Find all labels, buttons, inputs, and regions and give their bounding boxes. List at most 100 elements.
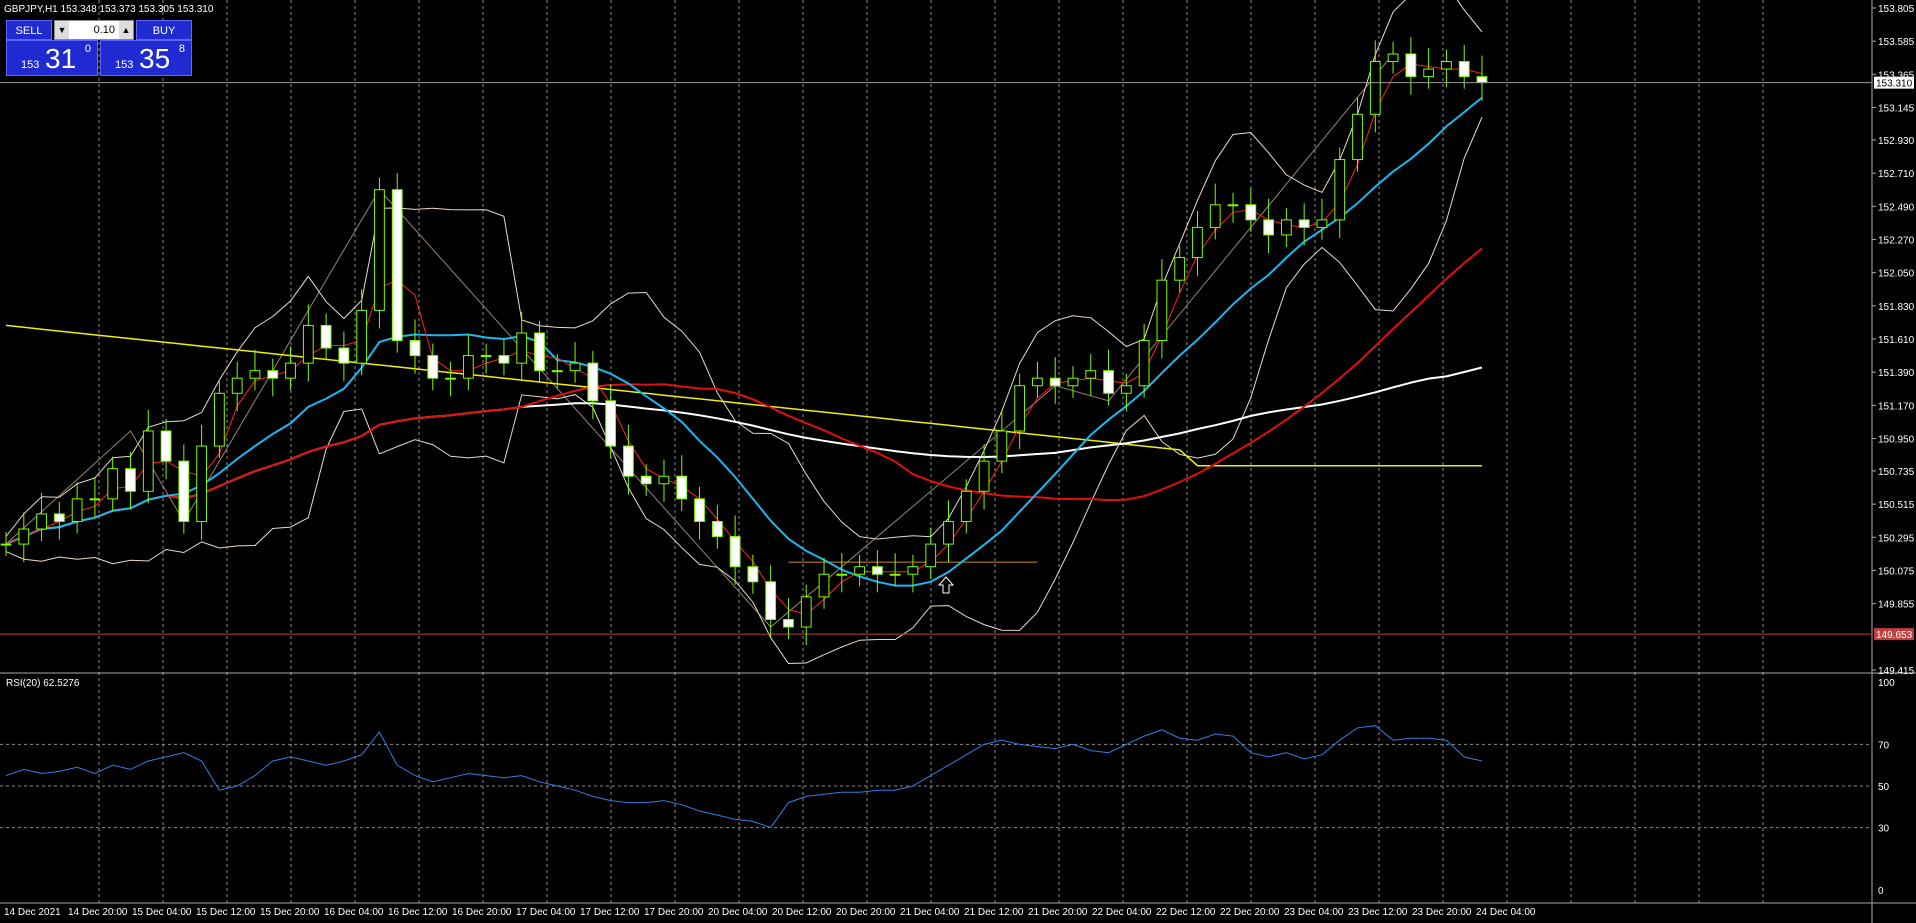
candle-body [142, 430, 154, 492]
bollinger-lower-band [5, 116, 1483, 665]
price-axis-label: 152.710 [1878, 169, 1915, 180]
time-axis-label: 17 Dec 20:00 [644, 907, 704, 918]
price-axis-label: 151.610 [1878, 335, 1915, 346]
candle-body [729, 536, 741, 568]
up-arrow-icon [937, 576, 955, 594]
sell-button[interactable]: SELL [6, 20, 52, 40]
one-click-trading-panel: SELL ▼ 0.10 ▲ BUY 153 31 0 153 35 8 [6, 20, 192, 76]
time-axis-label: 23 Dec 12:00 [1348, 907, 1408, 918]
candle-body [676, 475, 688, 500]
candle-body [285, 362, 296, 379]
candle-body [516, 332, 528, 364]
candle-body [498, 355, 510, 364]
candle-body [1032, 377, 1043, 387]
candle-body [1280, 219, 1292, 236]
buy-button[interactable]: BUY [136, 20, 192, 40]
price-axis-label: 153.805 [1878, 4, 1915, 15]
price-axis-label: 149.855 [1878, 600, 1915, 611]
price-axis-label: 150.735 [1878, 467, 1915, 478]
rsi-title: RSI(20) 62.5276 [6, 678, 80, 689]
candle-body [889, 573, 901, 576]
lot-increase-icon[interactable]: ▲ [119, 21, 133, 39]
candle-body [960, 490, 972, 522]
candle-body [1156, 279, 1168, 342]
time-axis-label: 20 Dec 04:00 [708, 907, 768, 918]
candle-body [1014, 385, 1026, 432]
candle-body [1458, 61, 1470, 78]
candle-body [1245, 204, 1257, 221]
time-axis-label: 17 Dec 04:00 [516, 907, 576, 918]
candle-body [480, 355, 492, 358]
price-axis-label: 152.490 [1878, 202, 1915, 213]
time-axis-label: 21 Dec 04:00 [900, 907, 960, 918]
candle-body [694, 498, 705, 522]
candle-body [871, 566, 883, 575]
candle-body [445, 377, 456, 380]
candle-body [302, 324, 314, 364]
price-axis-label: 150.075 [1878, 566, 1915, 577]
buy-price-point: 8 [178, 43, 185, 55]
candle-body [462, 355, 474, 379]
rsi-axis-label: 100 [1878, 678, 1895, 689]
candle-body [907, 566, 919, 575]
price-axis-label: 151.390 [1878, 368, 1915, 379]
time-axis-label: 21 Dec 12:00 [964, 907, 1024, 918]
price-axis-label: 150.515 [1878, 500, 1915, 511]
candle-body [658, 475, 670, 485]
time-axis-label: 23 Dec 04:00 [1284, 907, 1344, 918]
time-axis-label: 14 Dec 20:00 [68, 907, 128, 918]
candle-body [1316, 219, 1328, 228]
ma-red-line [5, 247, 1483, 546]
candle-body [1298, 219, 1310, 228]
candle-body [978, 460, 990, 492]
candle-body [391, 189, 403, 342]
rsi-axis-label: 30 [1878, 824, 1890, 835]
candle-body [1263, 219, 1274, 236]
candle-body [1334, 159, 1346, 221]
candle-body [836, 573, 848, 576]
candle-body [640, 475, 652, 485]
time-axis-label: 22 Dec 12:00 [1156, 907, 1216, 918]
time-axis-label: 15 Dec 12:00 [196, 907, 256, 918]
candle-body [356, 309, 368, 364]
candle-body [374, 189, 385, 311]
zigzag-line [5, 53, 1394, 628]
candle-body [249, 370, 261, 379]
price-axis-label: 152.930 [1878, 136, 1915, 147]
buy-price-big: 35 [139, 43, 171, 74]
candle-body [1174, 257, 1186, 281]
rsi-axis-label: 70 [1878, 740, 1890, 751]
sell-price-prefix: 153 [21, 59, 40, 71]
candle-body [765, 581, 777, 620]
price-axis-label: 152.050 [1878, 269, 1915, 280]
candle-body [1103, 370, 1114, 394]
buy-price-box[interactable]: 153 35 8 [100, 40, 192, 76]
price-axis-label: 153.585 [1878, 37, 1915, 48]
lot-size-value[interactable]: 0.10 [93, 24, 115, 36]
candle-body [338, 347, 350, 364]
time-axis-label: 17 Dec 12:00 [580, 907, 640, 918]
candle-body [1352, 113, 1363, 161]
candle-body [1405, 53, 1417, 78]
candle-body [1120, 385, 1132, 394]
time-axis-label: 15 Dec 04:00 [132, 907, 192, 918]
candle-body [107, 468, 119, 500]
candle-body [747, 566, 759, 583]
ma-cyan-line [5, 96, 1483, 587]
rsi-axis-label: 50 [1878, 782, 1890, 793]
candle-body [214, 392, 225, 447]
candle-body [1049, 377, 1061, 387]
sell-price-point: 0 [84, 43, 91, 55]
price-axis-label: 149.415 [1878, 666, 1915, 677]
candle-body [800, 596, 812, 628]
candle-body [605, 400, 617, 447]
horizontal-line-price-label: 149.653 [1876, 630, 1913, 641]
lot-decrease-icon[interactable]: ▼ [55, 21, 69, 39]
candle-body [178, 460, 190, 522]
lot-size-field[interactable]: ▼ 0.10 ▲ [54, 20, 134, 40]
time-axis-label: 14 Dec 2021 [4, 907, 61, 918]
sell-price-big: 31 [45, 43, 77, 74]
candle-body [320, 324, 332, 349]
sell-price-box[interactable]: 153 31 0 [6, 40, 98, 76]
